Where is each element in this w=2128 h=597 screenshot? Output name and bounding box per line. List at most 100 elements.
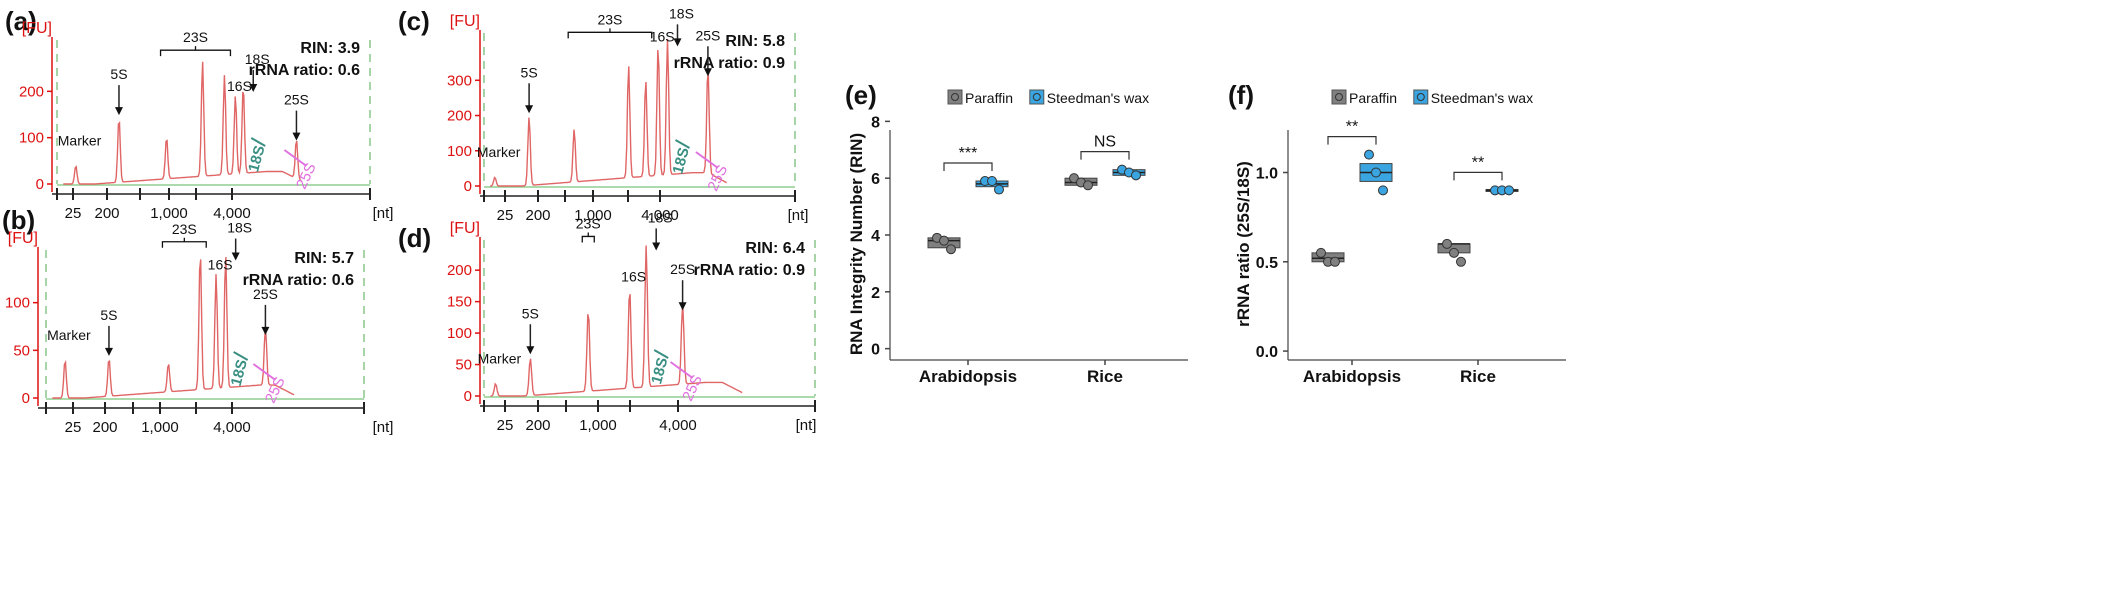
- peak-label-5s: 5S: [522, 305, 539, 321]
- peak-label-16s: 16S: [621, 268, 646, 284]
- data-point: [946, 244, 956, 255]
- gate-18s-line: [653, 349, 669, 359]
- y-tick-label: 0.0: [1256, 344, 1278, 361]
- significance-label: **: [1346, 119, 1358, 136]
- peak-label-23s: 23S: [576, 215, 601, 231]
- peak-label-23s: 23S: [597, 11, 622, 27]
- peak-label-16s: 16S: [227, 78, 252, 94]
- legend-entry: Paraffin: [1349, 90, 1397, 106]
- data-point: [1456, 256, 1466, 267]
- fu-tick-label: 0: [22, 390, 30, 407]
- marker-label: Marker: [47, 327, 91, 343]
- y-tick-label: 0.5: [1256, 255, 1278, 272]
- data-point: [994, 184, 1004, 195]
- y-tick-label: 6: [871, 171, 880, 188]
- significance-bracket: [1080, 151, 1130, 160]
- nt-tick-label: 1,000: [579, 417, 617, 434]
- nt-unit-label: [nt]: [796, 417, 817, 434]
- gate-18s-line: [674, 139, 690, 149]
- y-tick-label: 0: [871, 342, 880, 359]
- bracket-23s: [567, 28, 653, 39]
- y-tick-label: 4: [871, 228, 880, 245]
- fu-tick-label: 100: [5, 295, 30, 312]
- peak-label-18s: 18S: [245, 51, 270, 67]
- rrna-ratio-value: rRNA ratio: 0.6: [243, 272, 355, 289]
- gate-label-18s: 18S: [245, 144, 268, 174]
- electropherogram-panel-d: (d) [FU] 0 50 100 150 200 25 200 1,000 4,000 [nt] RI…: [398, 209, 816, 434]
- nt-tick-label: 200: [525, 207, 550, 224]
- trace-line: [490, 245, 743, 397]
- nt-tick-label: 4,000: [641, 207, 679, 224]
- nt-tick-label: 1,000: [141, 419, 179, 436]
- y-axis-title: rRNA ratio (25S/18S): [1234, 161, 1253, 327]
- rin-value: RIN: 6.4: [745, 240, 805, 257]
- category-label: Rice: [1087, 367, 1123, 386]
- peak-label-25s: 25S: [695, 27, 720, 43]
- significance-label: **: [1472, 154, 1484, 171]
- legend-dot: [1416, 93, 1425, 101]
- arrow-18s-head: [673, 38, 682, 47]
- electropherogram-panel-b: (b)[FU] 0 50 100 25 200 1,000 4,000 [nt] RIN: 5.7…: [2, 205, 393, 436]
- gate-label-25s: 25S: [679, 372, 706, 403]
- nt-unit-label: [nt]: [788, 207, 809, 224]
- fu-unit-label: [FU]: [22, 20, 52, 37]
- peak-label-18s: 18S: [669, 5, 694, 21]
- gate-18s-line: [233, 351, 249, 361]
- arrow-5s-head: [104, 347, 113, 356]
- gate-label-18s: 18S: [228, 358, 251, 388]
- significance-label: ***: [959, 145, 978, 162]
- peak-label-5s: 5S: [521, 64, 538, 80]
- arrow-18s-head: [652, 242, 661, 251]
- fu-unit-label: [FU]: [450, 13, 480, 30]
- data-point: [1131, 170, 1141, 181]
- nt-tick-label: 4,000: [213, 205, 251, 222]
- marker-label: Marker: [58, 132, 102, 148]
- fu-tick-label: 0: [464, 178, 472, 195]
- peak-label-25s: 25S: [253, 286, 278, 302]
- legend-dot: [1335, 93, 1343, 101]
- nt-tick-label: 25: [497, 207, 514, 224]
- nt-unit-label: [nt]: [373, 419, 394, 436]
- arrow-5s-head: [526, 346, 535, 355]
- data-point: [1083, 180, 1093, 191]
- fu-tick-label: 50: [13, 342, 30, 359]
- nt-tick-label: 25: [65, 205, 82, 222]
- category-label: Rice: [1460, 367, 1496, 386]
- panel-label: (c): [398, 6, 430, 36]
- y-tick-label: 8: [871, 114, 880, 131]
- fu-tick-label: 50: [455, 357, 472, 374]
- arrow-25s-head: [678, 302, 687, 311]
- gate-25s-line: [252, 363, 277, 381]
- nt-tick-label: 200: [525, 417, 550, 434]
- legend-dot: [1032, 93, 1041, 101]
- rin-value: RIN: 5.8: [725, 33, 785, 50]
- data-point: [1442, 238, 1452, 249]
- rin-value: RIN: 5.7: [294, 250, 354, 267]
- marker-label: Marker: [478, 350, 522, 366]
- peak-label-5s: 5S: [100, 307, 117, 323]
- category-label: Arabidopsis: [1303, 367, 1401, 386]
- significance-bracket: [943, 162, 993, 172]
- fu-tick-label: 200: [19, 83, 44, 100]
- fu-tick-label: 0: [464, 388, 472, 405]
- fu-tick-label: 100: [447, 143, 472, 160]
- panel-label: (d): [398, 223, 431, 253]
- peak-label-5s: 5S: [110, 66, 127, 82]
- fu-unit-label: [FU]: [8, 230, 38, 247]
- legend-entry: Steedman's wax: [1431, 90, 1533, 106]
- data-point: [1378, 185, 1388, 196]
- legend-dot: [951, 93, 959, 101]
- bracket-23s: [159, 46, 232, 57]
- fu-tick-label: 100: [19, 130, 44, 147]
- data-point: [1504, 185, 1514, 196]
- legend-entry: Paraffin: [965, 90, 1013, 106]
- bracket-23s: [581, 232, 595, 243]
- fu-unit-label: [FU]: [450, 220, 480, 237]
- electropherogram-panel-a: (a)[FU] 0 100 200 25 200 1,000 4,000 [nt] RIN: 3.…: [5, 6, 393, 222]
- boxplot-panel-e: (e) Paraffin Steedman's wax 0 2 4 6 8 RNA Integr…: [845, 80, 1188, 386]
- nt-tick-label: 25: [497, 417, 514, 434]
- panel-label: (a): [5, 6, 37, 36]
- trace-line: [63, 61, 302, 185]
- data-point: [987, 176, 997, 187]
